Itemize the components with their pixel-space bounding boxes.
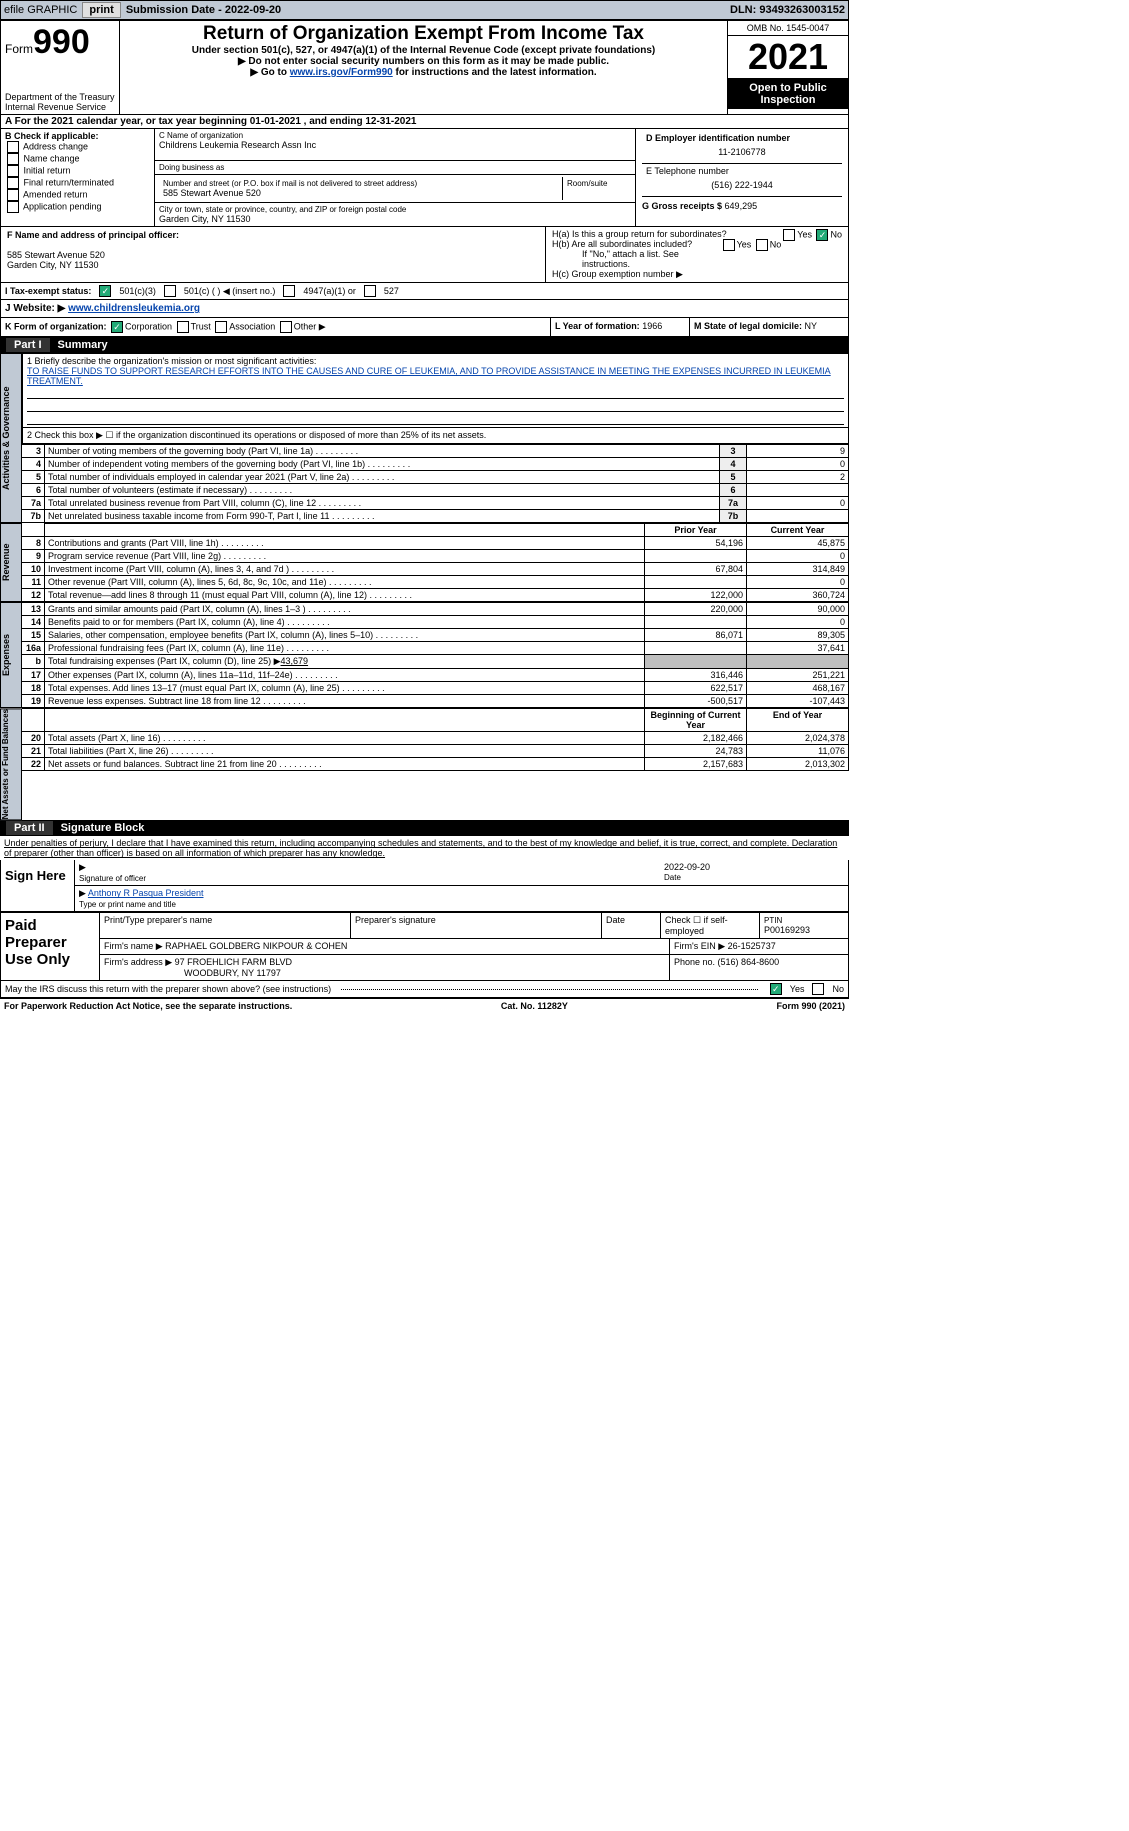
corp-checkbox[interactable] bbox=[111, 321, 123, 333]
submission-date: Submission Date - 2022-09-20 bbox=[126, 4, 281, 16]
print-button[interactable]: print bbox=[82, 2, 120, 18]
paid-preparer-block: Paid Preparer Use Only Print/Type prepar… bbox=[0, 912, 849, 981]
4947-checkbox[interactable] bbox=[283, 285, 295, 297]
other-checkbox[interactable] bbox=[280, 321, 292, 333]
top-toolbar: efile GRAPHIC print Submission Date - 20… bbox=[0, 0, 849, 20]
501c-checkbox[interactable] bbox=[164, 285, 176, 297]
section-i: I Tax-exempt status: 501(c)(3) 501(c) ( … bbox=[0, 283, 849, 300]
website-link[interactable]: www.childrensleukemia.org bbox=[68, 303, 200, 314]
section-j: J Website: ▶ www.childrensleukemia.org bbox=[0, 300, 849, 318]
fgh-row: F Name and address of principal officer:… bbox=[0, 227, 849, 283]
trust-checkbox[interactable] bbox=[177, 321, 189, 333]
section-m: M State of legal domicile: NY bbox=[690, 318, 848, 336]
b-header: B Check if applicable: bbox=[5, 131, 150, 141]
gross-receipts: G Gross receipts $ 649,295 bbox=[642, 197, 842, 215]
form-word: Form bbox=[5, 42, 33, 56]
penalty-statement: Under penalties of perjury, I declare th… bbox=[0, 836, 849, 860]
part-2-bar: Part IISignature Block bbox=[0, 820, 849, 836]
irs-discuss-row: May the IRS discuss this return with the… bbox=[0, 981, 849, 998]
dln: DLN: 93493263003152 bbox=[730, 4, 845, 16]
na-side-label: Net Assets or Fund Balances bbox=[0, 708, 22, 820]
ag-table: 3Number of voting members of the governi… bbox=[22, 444, 849, 523]
revenue-table: Prior YearCurrent Year8Contributions and… bbox=[22, 523, 849, 602]
expenses-section: Expenses 13Grants and similar amounts pa… bbox=[0, 602, 849, 708]
form-title: Return of Organization Exempt From Incom… bbox=[122, 23, 725, 45]
ag-side-label: Activities & Governance bbox=[0, 353, 22, 523]
open-inspection: Open to Public Inspection bbox=[728, 79, 848, 109]
header-block: B Check if applicable: Address change Na… bbox=[0, 129, 849, 227]
mission-block: 1 Briefly describe the organization's mi… bbox=[22, 353, 849, 428]
net-assets-section: Net Assets or Fund Balances Beginning of… bbox=[0, 708, 849, 820]
preparer-header-row: Print/Type preparer's namePreparer's sig… bbox=[100, 913, 848, 939]
exp-side-label: Expenses bbox=[0, 602, 22, 708]
ein-cell: D Employer identification number11-21067… bbox=[642, 131, 842, 164]
line-2: 2 Check this box ▶ ☐ if the organization… bbox=[22, 428, 849, 444]
expenses-table: 13Grants and similar amounts paid (Part … bbox=[22, 602, 849, 708]
form-number: 990 bbox=[33, 23, 90, 61]
omb-number: OMB No. 1545-0047 bbox=[728, 21, 848, 35]
section-k: K Form of organization: Corporation Trus… bbox=[1, 318, 551, 336]
527-checkbox[interactable] bbox=[364, 285, 376, 297]
firm-name-row: Firm's name ▶ RAPHAEL GOLDBERG NIKPOUR &… bbox=[100, 939, 848, 955]
klm-row: K Form of organization: Corporation Trus… bbox=[0, 318, 849, 337]
dba-cell: Doing business as bbox=[155, 161, 635, 175]
paid-preparer-label: Paid Preparer Use Only bbox=[1, 913, 100, 980]
part-1-bar: Part ISummary bbox=[0, 337, 849, 353]
form-header: Form990 Department of the Treasury Inter… bbox=[0, 20, 849, 115]
org-name-cell: C Name of organizationChildrens Leukemia… bbox=[155, 129, 635, 161]
tax-year: 2021 bbox=[728, 35, 848, 79]
irs-link[interactable]: www.irs.gov/Form990 bbox=[290, 67, 393, 78]
section-l: L Year of formation: 1966 bbox=[551, 318, 690, 336]
subtitle-3: ▶ Go to www.irs.gov/Form990 for instruct… bbox=[122, 67, 725, 78]
section-a: A For the 2021 calendar year, or tax yea… bbox=[0, 115, 849, 129]
subtitle-1: Under section 501(c), 527, or 4947(a)(1)… bbox=[122, 45, 725, 56]
efile-label: efile GRAPHIC bbox=[4, 4, 77, 16]
section-h: H(a) Is this a group return for subordin… bbox=[546, 227, 848, 282]
page-footer: For Paperwork Reduction Act Notice, see … bbox=[0, 998, 849, 1013]
phone-cell: E Telephone number(516) 222-1944 bbox=[642, 164, 842, 197]
sign-here-label: Sign Here bbox=[1, 860, 75, 911]
rev-side-label: Revenue bbox=[0, 523, 22, 602]
revenue-section: Revenue Prior YearCurrent Year8Contribut… bbox=[0, 523, 849, 602]
sign-here-block: Sign Here Signature of officer2022-09-20… bbox=[0, 860, 849, 912]
city-cell: City or town, state or province, country… bbox=[155, 203, 635, 226]
section-f: F Name and address of principal officer:… bbox=[1, 227, 546, 282]
firm-addr-row: Firm's address ▶ 97 FROEHLICH FARM BLVDW… bbox=[100, 955, 848, 980]
dept-label: Department of the Treasury Internal Reve… bbox=[5, 92, 115, 112]
activities-governance: Activities & Governance 1 Briefly descri… bbox=[0, 353, 849, 523]
address-cell: Number and street (or P.O. box if mail i… bbox=[155, 175, 635, 203]
subtitle-2: ▶ Do not enter social security numbers o… bbox=[122, 56, 725, 67]
section-b: B Check if applicable: Address change Na… bbox=[1, 129, 155, 226]
irs-no-checkbox[interactable] bbox=[812, 983, 824, 995]
assoc-checkbox[interactable] bbox=[215, 321, 227, 333]
net-assets-table: Beginning of Current YearEnd of Year20To… bbox=[22, 708, 849, 771]
irs-yes-checkbox[interactable] bbox=[770, 983, 782, 995]
501c3-checkbox[interactable] bbox=[99, 285, 111, 297]
